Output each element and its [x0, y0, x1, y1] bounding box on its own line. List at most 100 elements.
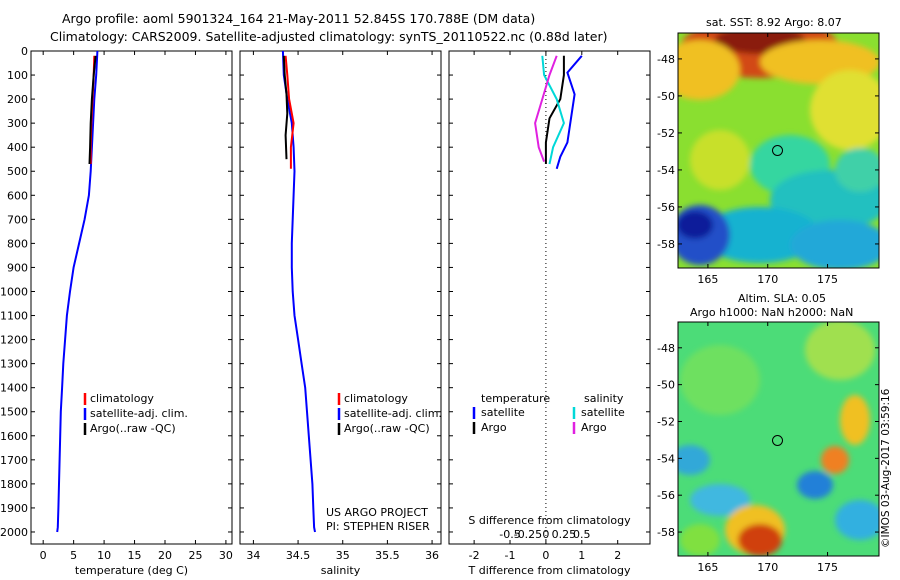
sst-map-frame — [677, 32, 880, 269]
map-x-tick-label: 170 — [757, 561, 778, 574]
legend-t-argo-label: Argo — [481, 421, 507, 434]
legend-climatology-label: climatology — [344, 392, 408, 405]
figure-title-line2: Climatology: CARS2009. Satellite-adjuste… — [50, 29, 607, 44]
map-y-tick-label: -58 — [657, 526, 675, 539]
x-tick-label: -2 — [469, 549, 480, 562]
argo-float-marker — [772, 435, 783, 446]
x-tick-label: 10 — [97, 549, 111, 562]
legend-satellite-label: satellite-adj. clim. — [90, 407, 188, 420]
y-tick-label: 0 — [21, 45, 28, 58]
y-tick-label: 2000 — [0, 526, 28, 539]
y-tick-label: 1800 — [0, 478, 28, 491]
legend-satellite-label: satellite-adj. clim. — [344, 407, 442, 420]
y-tick-label: 1200 — [0, 334, 28, 347]
map-x-tick-label: 170 — [757, 273, 778, 286]
secondary-x-tick-label: -0.5 — [499, 528, 520, 541]
y-tick-label: 400 — [7, 141, 28, 154]
x-tick-label: 34.5 — [286, 549, 311, 562]
series-line — [541, 55, 565, 165]
x-axis-label: T difference from climatology — [468, 564, 631, 577]
difference-legend: temperature salinity satellite Argo sate… — [472, 392, 625, 434]
imos-timestamp: ©IMOS 03-Aug-2017 03:59:16 — [880, 388, 892, 548]
legend-temperature-header: temperature — [481, 392, 550, 405]
map-y-tick-label: -54 — [657, 452, 675, 465]
sla-map-title-line1: Altim. SLA: 0.05 — [738, 292, 826, 305]
map-x-tick-label: 175 — [817, 273, 838, 286]
y-tick-label: 500 — [7, 165, 28, 178]
difference-panel-frame — [448, 50, 651, 545]
map-x-tick-label: 175 — [817, 561, 838, 574]
salinity-panel-frame — [239, 50, 442, 545]
difference-panel: -2 -1 0 1 2 -0.5-0.25 0 0.250.5S difference fro… — [449, 50, 650, 577]
pi-credit: PI: STEPHEN RISER — [326, 520, 430, 533]
x-tick-label: 15 — [128, 549, 142, 562]
legend-climatology-label: climatology — [90, 392, 154, 405]
sst-map-title: sat. SST: 8.92 Argo: 8.07 — [706, 16, 842, 29]
y-tick-label: 1300 — [0, 358, 28, 371]
y-tick-label: 600 — [7, 189, 28, 202]
x-tick-label: 5 — [70, 549, 77, 562]
map-axes: 165 170 175 -48 -50 -52 -54 -56 -58 165 170 175 -48 -… — [657, 33, 879, 574]
x-tick-label: -1 — [505, 549, 516, 562]
y-tick-label: 900 — [7, 261, 28, 274]
legend-argo-label: Argo(..raw -QC) — [90, 422, 176, 435]
x-tick-label: 20 — [158, 549, 172, 562]
figure-title-line1: Argo profile: aoml 5901324_164 21-May-20… — [62, 11, 535, 26]
sst-map — [677, 32, 880, 269]
temperature-legend: climatology satellite-adj. clim. Argo(..… — [83, 392, 188, 435]
x-tick-label: 35 — [336, 549, 350, 562]
sla-map — [677, 321, 880, 557]
legend-argo-label: Argo(..raw -QC) — [344, 422, 430, 435]
y-tick-label: 300 — [7, 117, 28, 130]
y-tick-label: 1900 — [0, 502, 28, 515]
x-tick-label: 30 — [219, 549, 233, 562]
y-tick-label: 1500 — [0, 406, 28, 419]
series-line — [56, 50, 99, 533]
series-line — [284, 55, 295, 169]
series-line — [88, 55, 97, 165]
temperature-panel: 0100200300400500600700800900100011001200… — [0, 45, 233, 577]
legend-s-argo-label: Argo — [581, 421, 607, 434]
map-y-tick-label: -54 — [657, 164, 675, 177]
sla-map-frame — [677, 321, 880, 557]
secondary-x-tick-label: 0 — [542, 528, 549, 541]
map-y-tick-label: -50 — [657, 90, 675, 103]
y-tick-label: 200 — [7, 93, 28, 106]
x-tick-label: 34 — [246, 549, 260, 562]
sla-map-title-line2: Argo h1000: NaN h2000: NaN — [690, 306, 853, 319]
y-tick-label: 700 — [7, 213, 28, 226]
y-tick-label: 1100 — [0, 310, 28, 323]
project-credit: US ARGO PROJECT — [326, 506, 428, 519]
argo-float-marker — [772, 145, 783, 156]
secondary-x-tick-label: 0.25 — [552, 528, 577, 541]
x-tick-label: 2 — [614, 549, 621, 562]
y-tick-label: 1600 — [0, 430, 28, 443]
series-line — [555, 55, 583, 170]
map-x-tick-label: 165 — [697, 561, 718, 574]
map-y-tick-label: -56 — [657, 489, 675, 502]
map-x-tick-label: 165 — [697, 273, 718, 286]
temperature-panel-frame — [30, 50, 233, 545]
map-y-tick-label: -50 — [657, 379, 675, 392]
series-line — [534, 55, 558, 162]
secondary-x-axis-label: S difference from climatology — [468, 514, 631, 527]
map-y-tick-label: -48 — [657, 53, 675, 66]
x-tick-label: 1 — [578, 549, 585, 562]
y-tick-label: 100 — [7, 69, 28, 82]
x-tick-label: 0 — [542, 549, 549, 562]
legend-s-satellite-label: satellite — [581, 406, 625, 419]
series-line — [281, 50, 316, 533]
map-y-tick-label: -48 — [657, 342, 675, 355]
x-tick-label: 25 — [188, 549, 202, 562]
map-y-tick-label: -58 — [657, 238, 675, 251]
secondary-x-tick-label: -0.25 — [514, 528, 542, 541]
y-tick-label: 1700 — [0, 454, 28, 467]
map-y-tick-label: -52 — [657, 415, 675, 428]
series-line — [544, 55, 565, 164]
map-y-tick-label: -52 — [657, 127, 675, 140]
x-tick-label: 0 — [40, 549, 47, 562]
legend-t-satellite-label: satellite — [481, 406, 525, 419]
y-tick-label: 1000 — [0, 285, 28, 298]
x-axis-label: temperature (deg C) — [75, 564, 188, 577]
